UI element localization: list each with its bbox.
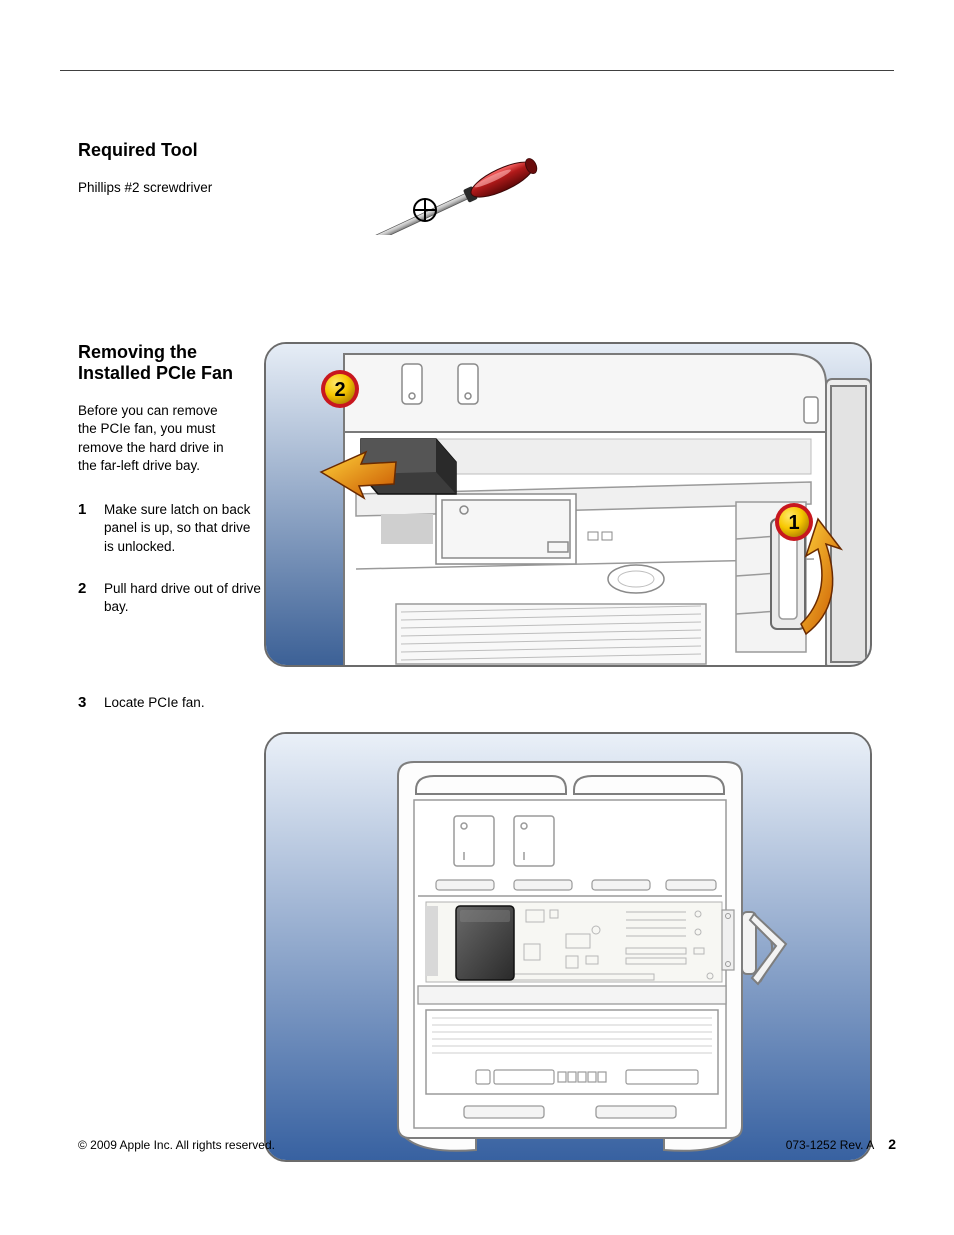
callout-2-text: 2: [334, 379, 345, 401]
step-item: 2 Pull hard drive out of drive bay.: [78, 580, 263, 616]
required-tool-heading: Required Tool: [78, 140, 268, 161]
figure-locate-fan: [264, 732, 872, 1162]
step-text: Pull hard drive out of drive bay.: [104, 580, 263, 616]
step-number: 2: [78, 580, 104, 616]
tool-name-text: Phillips #2 screwdriver: [78, 179, 268, 197]
step-text: Locate PCIe fan.: [104, 694, 205, 712]
required-tool-section: Required Tool Phillips #2 screwdriver: [78, 140, 878, 197]
screwdriver-illustration: [350, 135, 550, 235]
step-text: Make sure latch on back panel is up, so …: [104, 501, 263, 556]
footer-right: 073-1252 Rev. A 2: [786, 1136, 896, 1152]
content-area: Required Tool Phillips #2 screwdriver: [78, 140, 878, 736]
step-item: 3 Locate PCIe fan.: [78, 694, 263, 712]
removing-fan-section: Removing the Installed PCIe Fan Before y…: [78, 342, 878, 712]
step-number: 1: [78, 501, 104, 556]
page-footer: © 2009 Apple Inc. All rights reserved. 0…: [78, 1136, 896, 1152]
intro-paragraph: Before you can remove the PCIe fan, you …: [78, 402, 238, 475]
step-number: 3: [78, 694, 104, 712]
steps-list: 1 Make sure latch on back panel is up, s…: [78, 501, 263, 712]
callout-1-text: 1: [788, 512, 799, 534]
footer-copyright: © 2009 Apple Inc. All rights reserved.: [78, 1138, 275, 1152]
top-rule: [60, 70, 894, 71]
page: Required Tool Phillips #2 screwdriver: [0, 0, 954, 1235]
figure-drive-removal: 2 1: [264, 342, 872, 667]
footer-revision: 073-1252 Rev. A: [786, 1138, 875, 1152]
removing-fan-heading: Removing the Installed PCIe Fan: [78, 342, 248, 384]
step-item: 1 Make sure latch on back panel is up, s…: [78, 501, 263, 556]
required-tool-left: Required Tool Phillips #2 screwdriver: [78, 140, 268, 197]
footer-page-number: 2: [888, 1136, 896, 1152]
